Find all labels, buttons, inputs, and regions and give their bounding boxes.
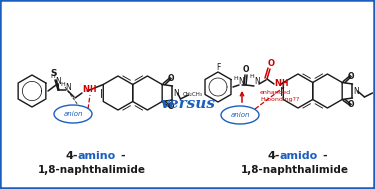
Text: F: F [216, 63, 220, 71]
Text: O: O [348, 72, 354, 81]
Text: N: N [354, 87, 359, 95]
Ellipse shape [221, 106, 259, 124]
Text: H-bonding??: H-bonding?? [260, 98, 299, 102]
Text: N: N [82, 84, 90, 94]
Text: N: N [65, 84, 71, 92]
Text: O: O [168, 102, 174, 111]
Text: H: H [250, 74, 254, 80]
Text: O: O [267, 59, 274, 67]
Text: anion: anion [230, 112, 250, 118]
Text: O: O [168, 74, 174, 83]
Text: S: S [51, 70, 57, 78]
Text: H: H [51, 74, 55, 80]
Text: O: O [348, 100, 354, 109]
Text: 4-: 4- [66, 151, 78, 161]
Text: 1,8-naphthalimide: 1,8-naphthalimide [38, 165, 146, 175]
Text: N: N [174, 88, 179, 98]
Text: H: H [61, 81, 65, 87]
Text: H: H [234, 77, 238, 81]
Text: enhanced: enhanced [260, 91, 291, 95]
Text: H: H [89, 85, 95, 94]
Text: N: N [274, 78, 282, 88]
Text: versus: versus [160, 97, 216, 111]
Text: CH₂CH₃: CH₂CH₃ [182, 91, 203, 97]
Text: 1,8-naphthalimide: 1,8-naphthalimide [241, 165, 349, 175]
Text: amino: amino [78, 151, 116, 161]
Text: N: N [254, 77, 260, 85]
Text: amido: amido [280, 151, 318, 161]
Text: H: H [281, 80, 287, 88]
Text: O: O [243, 66, 249, 74]
Text: N: N [238, 77, 244, 87]
Text: -: - [120, 151, 124, 161]
Text: N: N [55, 77, 61, 85]
Text: anion: anion [63, 111, 83, 117]
Ellipse shape [54, 105, 92, 123]
Text: 4-: 4- [267, 151, 280, 161]
Text: -: - [322, 151, 327, 161]
